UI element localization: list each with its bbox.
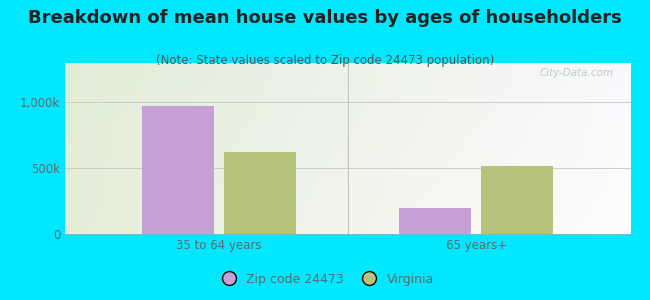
Bar bbox=[142, 106, 214, 234]
Bar bbox=[482, 166, 553, 234]
Legend: Zip code 24473, Virginia: Zip code 24473, Virginia bbox=[211, 268, 439, 291]
Text: City-Data.com: City-Data.com bbox=[540, 68, 614, 78]
Text: Breakdown of mean house values by ages of householders: Breakdown of mean house values by ages o… bbox=[28, 9, 622, 27]
Text: (Note: State values scaled to Zip code 24473 population): (Note: State values scaled to Zip code 2… bbox=[156, 54, 494, 67]
Bar bbox=[224, 152, 296, 234]
Bar bbox=[399, 208, 471, 234]
